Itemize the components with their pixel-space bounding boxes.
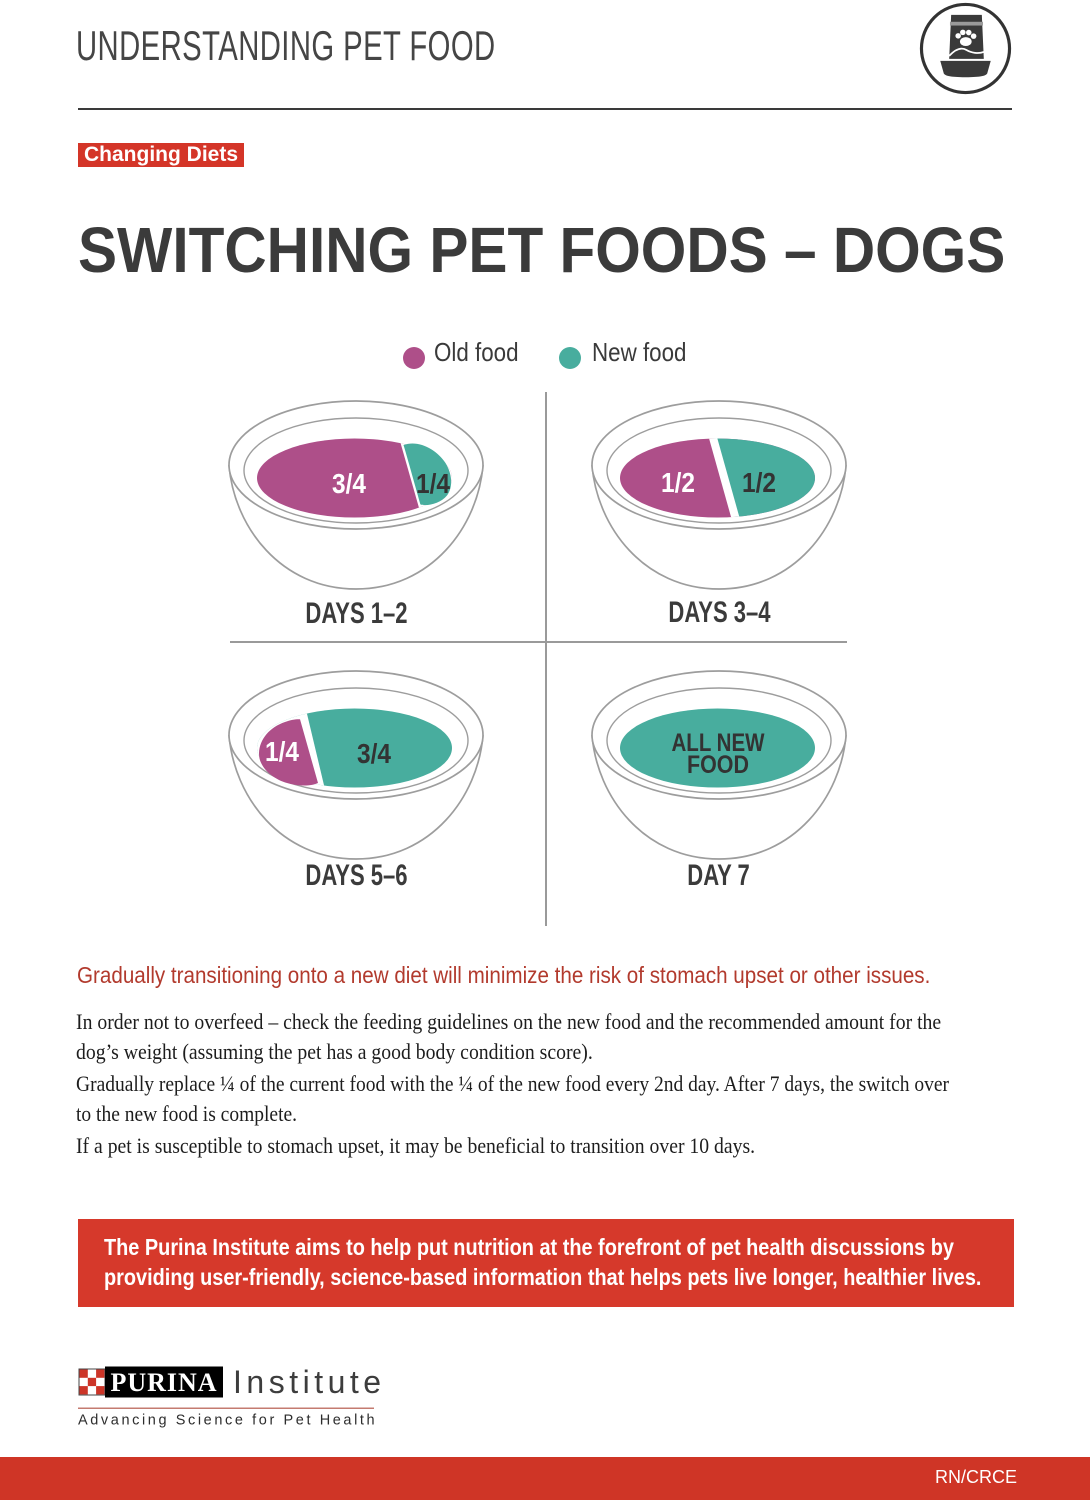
svg-text:Advancing Science for Pet Heal: Advancing Science for Pet Health (78, 1413, 377, 1429)
svg-text:3/4: 3/4 (332, 468, 366, 499)
svg-text:1/2: 1/2 (661, 467, 695, 498)
svg-text:FOOD: FOOD (687, 751, 749, 779)
svg-text:1/4: 1/4 (265, 736, 299, 767)
svg-text:3/4: 3/4 (357, 738, 391, 769)
svg-text:Institute: Institute (233, 1365, 386, 1400)
svg-text:PURINA: PURINA (110, 1368, 217, 1397)
svg-text:1/2: 1/2 (742, 467, 776, 498)
svg-text:1/4: 1/4 (416, 468, 450, 499)
svg-text:ALL NEW: ALL NEW (672, 729, 765, 757)
